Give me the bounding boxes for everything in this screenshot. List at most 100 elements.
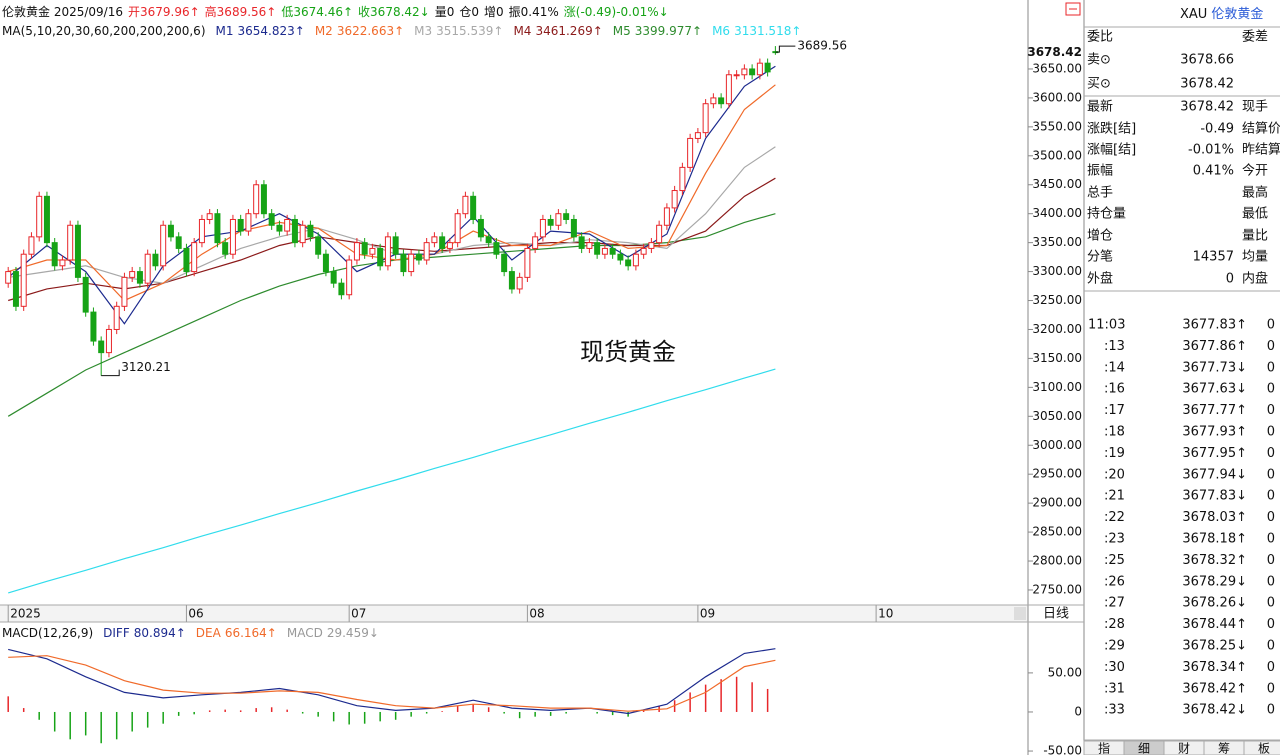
quote-label: 总手 (1087, 186, 1113, 201)
candle-body (191, 242, 198, 273)
legend-title: MA(5,10,20,30,60,200,200,200,6) (2, 24, 206, 38)
quote-label: 委比 (1087, 30, 1113, 45)
candle-body (446, 242, 453, 249)
candle-body (377, 247, 384, 267)
high-pointer (775, 45, 796, 53)
candle-body (477, 218, 484, 238)
symbol-name: 伦敦黄金 (1211, 6, 1263, 22)
trade-volume: 0 (1267, 660, 1275, 675)
trade-price: 3678.32↑ (1182, 553, 1247, 568)
candle-body (299, 224, 306, 244)
quote-label: 振幅 (1087, 164, 1113, 179)
candle-body (82, 276, 89, 313)
candle-body (710, 97, 717, 105)
candle-body (617, 253, 624, 261)
x-tick-label: 10 (878, 607, 893, 621)
trade-time: :31 (1104, 681, 1125, 696)
quote-label: 涨幅[结] (1087, 143, 1136, 158)
trade-time: :20 (1104, 467, 1125, 482)
trade-volume: 0 (1267, 574, 1275, 589)
header-item: 量0 (435, 5, 455, 19)
candle-body (679, 166, 686, 192)
candle-body (198, 218, 205, 244)
quote-label: 结算价 (1242, 122, 1280, 137)
trade-volume: 0 (1267, 553, 1275, 568)
candle-body (485, 236, 492, 244)
candle-body (121, 276, 128, 307)
high-label: 3689.56 (797, 39, 847, 53)
trade-time: :26 (1104, 574, 1125, 589)
trade-volume: 0 (1267, 703, 1275, 718)
y-tick-label: 3450.00 (1032, 177, 1082, 191)
candle-body (648, 242, 655, 249)
low-label: 3120.21 (121, 360, 171, 374)
y-tick-label: 3550.00 (1032, 119, 1082, 133)
trade-price: 3677.83↓ (1182, 489, 1247, 504)
candle-body (152, 253, 159, 267)
trade-time: :33 (1104, 703, 1125, 718)
legend-value: 3131.518↑ (734, 24, 801, 38)
y-tick-label: 2800.00 (1032, 554, 1082, 568)
trade-volume: 0 (1267, 617, 1275, 632)
candle-body (214, 213, 221, 244)
trade-time: :25 (1104, 553, 1125, 568)
quote-label: 买⊙ (1087, 77, 1111, 92)
candle-body (400, 253, 407, 273)
tab-label: 细 (1138, 742, 1150, 755)
candle-body (640, 247, 647, 255)
x-tick-label: 2025 (10, 607, 41, 621)
header-item: 振0.41% (509, 5, 559, 19)
candle-body (539, 218, 546, 238)
scroll-handle[interactable] (1014, 607, 1026, 620)
low-pointer (101, 369, 120, 377)
indicator-line (8, 648, 776, 715)
trade-volume: 0 (1267, 467, 1275, 482)
legend-name: M1 (216, 24, 234, 38)
candle-body (12, 271, 19, 307)
quote-value: 3678.42 (1180, 100, 1234, 115)
quote-label: 外盘 (1087, 271, 1113, 287)
y-tick-label: 3100.00 (1032, 380, 1082, 394)
candle-body (415, 253, 422, 261)
trade-volume: 0 (1267, 596, 1275, 611)
indicator-line (8, 655, 776, 712)
trade-price: 3678.42↓ (1182, 703, 1247, 718)
candle-body (36, 195, 43, 238)
candle-body (671, 190, 678, 209)
candle-body (384, 236, 391, 267)
legend-name: M2 (315, 24, 333, 38)
candle-body (694, 132, 701, 139)
quote-label: 均量 (1242, 250, 1268, 265)
trade-price: 3677.63↓ (1182, 382, 1247, 397)
quote-label: 今开 (1242, 163, 1268, 179)
y-tick-label: 2950.00 (1032, 467, 1082, 481)
trade-volume: 0 (1267, 425, 1275, 440)
candle-body (90, 311, 97, 342)
candle-body (167, 224, 174, 238)
candle-body (144, 253, 151, 284)
trade-volume: 0 (1267, 510, 1275, 525)
tab[interactable] (1243, 740, 1280, 755)
legend-name: M6 (712, 24, 730, 38)
candle-body (601, 247, 608, 255)
candle-body (516, 276, 523, 290)
candle-body (663, 207, 670, 226)
candle-body (594, 242, 601, 255)
trade-price: 3677.73↓ (1182, 360, 1247, 375)
candle-body (105, 328, 112, 354)
candle-body (361, 242, 368, 255)
trade-price: 3678.34↑ (1182, 660, 1247, 675)
legend-name: DIFF (103, 626, 130, 640)
trade-volume: 0 (1267, 532, 1275, 547)
quote-value: -0.49 (1200, 122, 1234, 137)
menu-icon[interactable] (1065, 2, 1081, 16)
candle-body (493, 242, 500, 255)
quote-label: 最新 (1087, 99, 1113, 115)
legend-name: M4 (513, 24, 531, 38)
trade-volume: 0 (1267, 339, 1275, 354)
candle-body (307, 224, 314, 238)
candle-body (322, 253, 329, 273)
quote-label: 最低 (1242, 207, 1268, 222)
candle-body (392, 236, 399, 255)
candle-body (609, 247, 616, 255)
